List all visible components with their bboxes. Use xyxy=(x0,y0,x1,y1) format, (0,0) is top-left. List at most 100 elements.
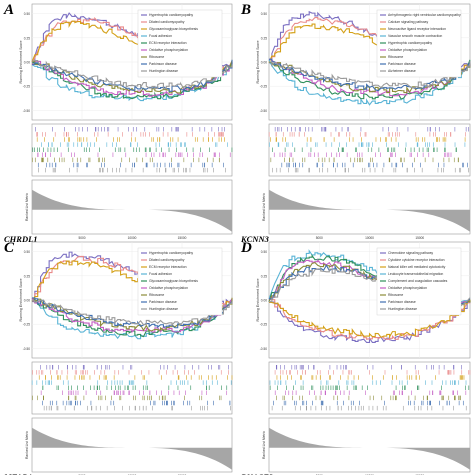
y-tick-label: 0.00 xyxy=(24,61,30,65)
legend-entry: Arrhythmogenic right ventricular cardiom… xyxy=(388,13,461,17)
legend-entry: Neuroactive ligand receptor interaction xyxy=(388,27,446,31)
ranked-metric-area xyxy=(32,427,232,470)
legend-entry: Hypertrophic cardiomyopathy xyxy=(149,13,193,17)
panel-letter: D xyxy=(240,240,252,256)
metric-y-label: Ranked List Metric xyxy=(262,431,266,459)
legend-entry: Hypertrophic cardiomyopathy xyxy=(149,251,193,255)
panel-letter: C xyxy=(4,240,15,256)
hit-rug-frame xyxy=(31,361,233,415)
legend-entry: Dilated cardiomyopathy xyxy=(149,20,185,24)
x-tick-label: 15000 xyxy=(178,236,187,240)
legend-entry: Oxidative phosphorylation xyxy=(388,286,427,290)
y-tick-label: 0.25 xyxy=(24,274,30,278)
y-tick-label: -0.50 xyxy=(260,109,267,113)
metric-y-label: Ranked List Metric xyxy=(25,193,29,221)
y-tick-label: -0.50 xyxy=(23,347,30,351)
y-tick-label: 0.25 xyxy=(261,274,267,278)
es-line-series-8 xyxy=(32,297,233,329)
legend-entry: Huntington disease xyxy=(149,69,178,73)
y-tick-label: 0.50 xyxy=(261,12,267,16)
legend-entry: Glycosaminoglycan biosynthesis xyxy=(149,279,198,283)
legend-entry: Ribosome xyxy=(388,293,403,297)
legend-entry: Vascular smooth muscle contraction xyxy=(388,34,442,38)
legend-entry: Complement and coagulation cascades xyxy=(388,279,448,283)
y-tick-label: -0.25 xyxy=(23,323,30,327)
y-tick-label: 0.50 xyxy=(24,12,30,16)
legend-entry: Parkinson disease xyxy=(149,300,177,304)
y-tick-label: 0.00 xyxy=(261,61,267,65)
legend-entry: Calcium signaling pathway xyxy=(388,20,428,24)
metric-y-label: Ranked List Metric xyxy=(25,431,29,459)
legend-entry: Cytokine cytokine receptor interaction xyxy=(388,258,445,262)
y-axis-label: Running Enrichment Score xyxy=(19,279,23,322)
legend-entry: Alzheimer disease xyxy=(388,69,416,73)
y-tick-label: 0.25 xyxy=(24,36,30,40)
legend-entry: Parkinson disease xyxy=(388,62,416,66)
gene-label: RNASE2 xyxy=(240,472,274,475)
es-line-series-5 xyxy=(268,59,471,100)
panel-a: A 0.50 0.25 0.00 -0.25 -0.50 Running Enrichmen… xyxy=(3,2,233,246)
legend-entry: Huntington disease xyxy=(388,307,417,311)
es-line-series-9 xyxy=(31,59,233,90)
legend-entry: Ribosome xyxy=(149,293,164,297)
legend-entry: Dilated cardiomyopathy xyxy=(149,258,185,262)
legend-entry: Parkinson disease xyxy=(388,300,416,304)
gene-label: CHRDL1 xyxy=(4,234,38,244)
y-tick-label: -0.50 xyxy=(260,347,267,351)
panel-letter: A xyxy=(3,2,14,18)
hit-rug-frame xyxy=(268,361,471,415)
x-tick-label: 10000 xyxy=(365,236,374,240)
y-axis-label: Running Enrichment Score xyxy=(256,279,260,322)
es-line-series-1 xyxy=(269,300,471,344)
es-line-series-9 xyxy=(32,299,233,327)
panel-c: C 0.50 0.25 0.00 -0.25 -0.50 Running Enrichmen… xyxy=(3,240,233,475)
legend-entry: Focal adhesion xyxy=(149,34,172,38)
y-tick-label: -0.25 xyxy=(260,85,267,89)
legend-entry: Leukocyte transendothelial migration xyxy=(388,272,443,276)
y-axis-label: Running Enrichment Score xyxy=(256,41,260,84)
y-axis-label: Running Enrichment Score xyxy=(19,41,23,84)
legend-entry: Ribosome xyxy=(149,55,164,59)
y-tick-label: 0.50 xyxy=(24,250,30,254)
es-line-series-4 xyxy=(31,298,233,340)
es-line-series-7 xyxy=(32,60,233,94)
x-tick-label: 15000 xyxy=(415,236,424,240)
legend-entry: Oxidative phosphorylation xyxy=(149,48,188,52)
ranked-metric-area xyxy=(269,427,470,470)
y-tick-label: 0.25 xyxy=(261,36,267,40)
legend-entry: Hypertrophic cardiomyopathy xyxy=(388,41,432,45)
legend-box xyxy=(376,247,462,316)
hit-rug-frame xyxy=(31,123,233,177)
legend-entry: Glycosaminoglycan biosynthesis xyxy=(149,27,198,31)
legend-box xyxy=(376,9,462,78)
gene-label: KCNN3 xyxy=(240,234,270,244)
y-tick-label: 0.50 xyxy=(261,250,267,254)
legend-box xyxy=(137,9,223,78)
x-tick-label: 5000 xyxy=(316,236,323,240)
es-line-series-9 xyxy=(269,60,471,89)
x-tick-label: 5000 xyxy=(78,236,85,240)
panel-letter: B xyxy=(240,2,251,18)
es-line-series-5 xyxy=(31,298,233,338)
legend-entry: Parkinson disease xyxy=(149,62,177,66)
legend-entry: ECM receptor interaction xyxy=(149,265,187,269)
legend-entry: Oxidative phosphorylation xyxy=(388,48,427,52)
es-line-series-3 xyxy=(269,298,471,339)
ranked-metric-area xyxy=(269,189,470,232)
es-line-series-8 xyxy=(269,58,471,92)
legend-entry: Chemokine signaling pathway xyxy=(388,251,433,255)
legend-entry: Huntington disease xyxy=(149,307,178,311)
legend-entry: Ribosome xyxy=(388,55,403,59)
legend-entry: ECM receptor interaction xyxy=(149,41,187,45)
y-tick-label: -0.25 xyxy=(23,85,30,89)
panel-d: D 0.50 0.25 0.00 -0.25 -0.50 Running Enrichmen… xyxy=(240,240,471,475)
legend-entry: Natural killer cell mediated cytotoxicit… xyxy=(388,265,446,269)
es-line-series-8 xyxy=(32,59,233,93)
y-tick-label: 0.00 xyxy=(24,299,30,303)
ranked-metric-area xyxy=(32,189,232,232)
legend-entry: Focal adhesion xyxy=(149,272,172,276)
x-tick-label: 10000 xyxy=(128,236,137,240)
legend-entry: Oxidative phosphorylation xyxy=(149,286,188,290)
y-tick-label: -0.25 xyxy=(260,323,267,327)
